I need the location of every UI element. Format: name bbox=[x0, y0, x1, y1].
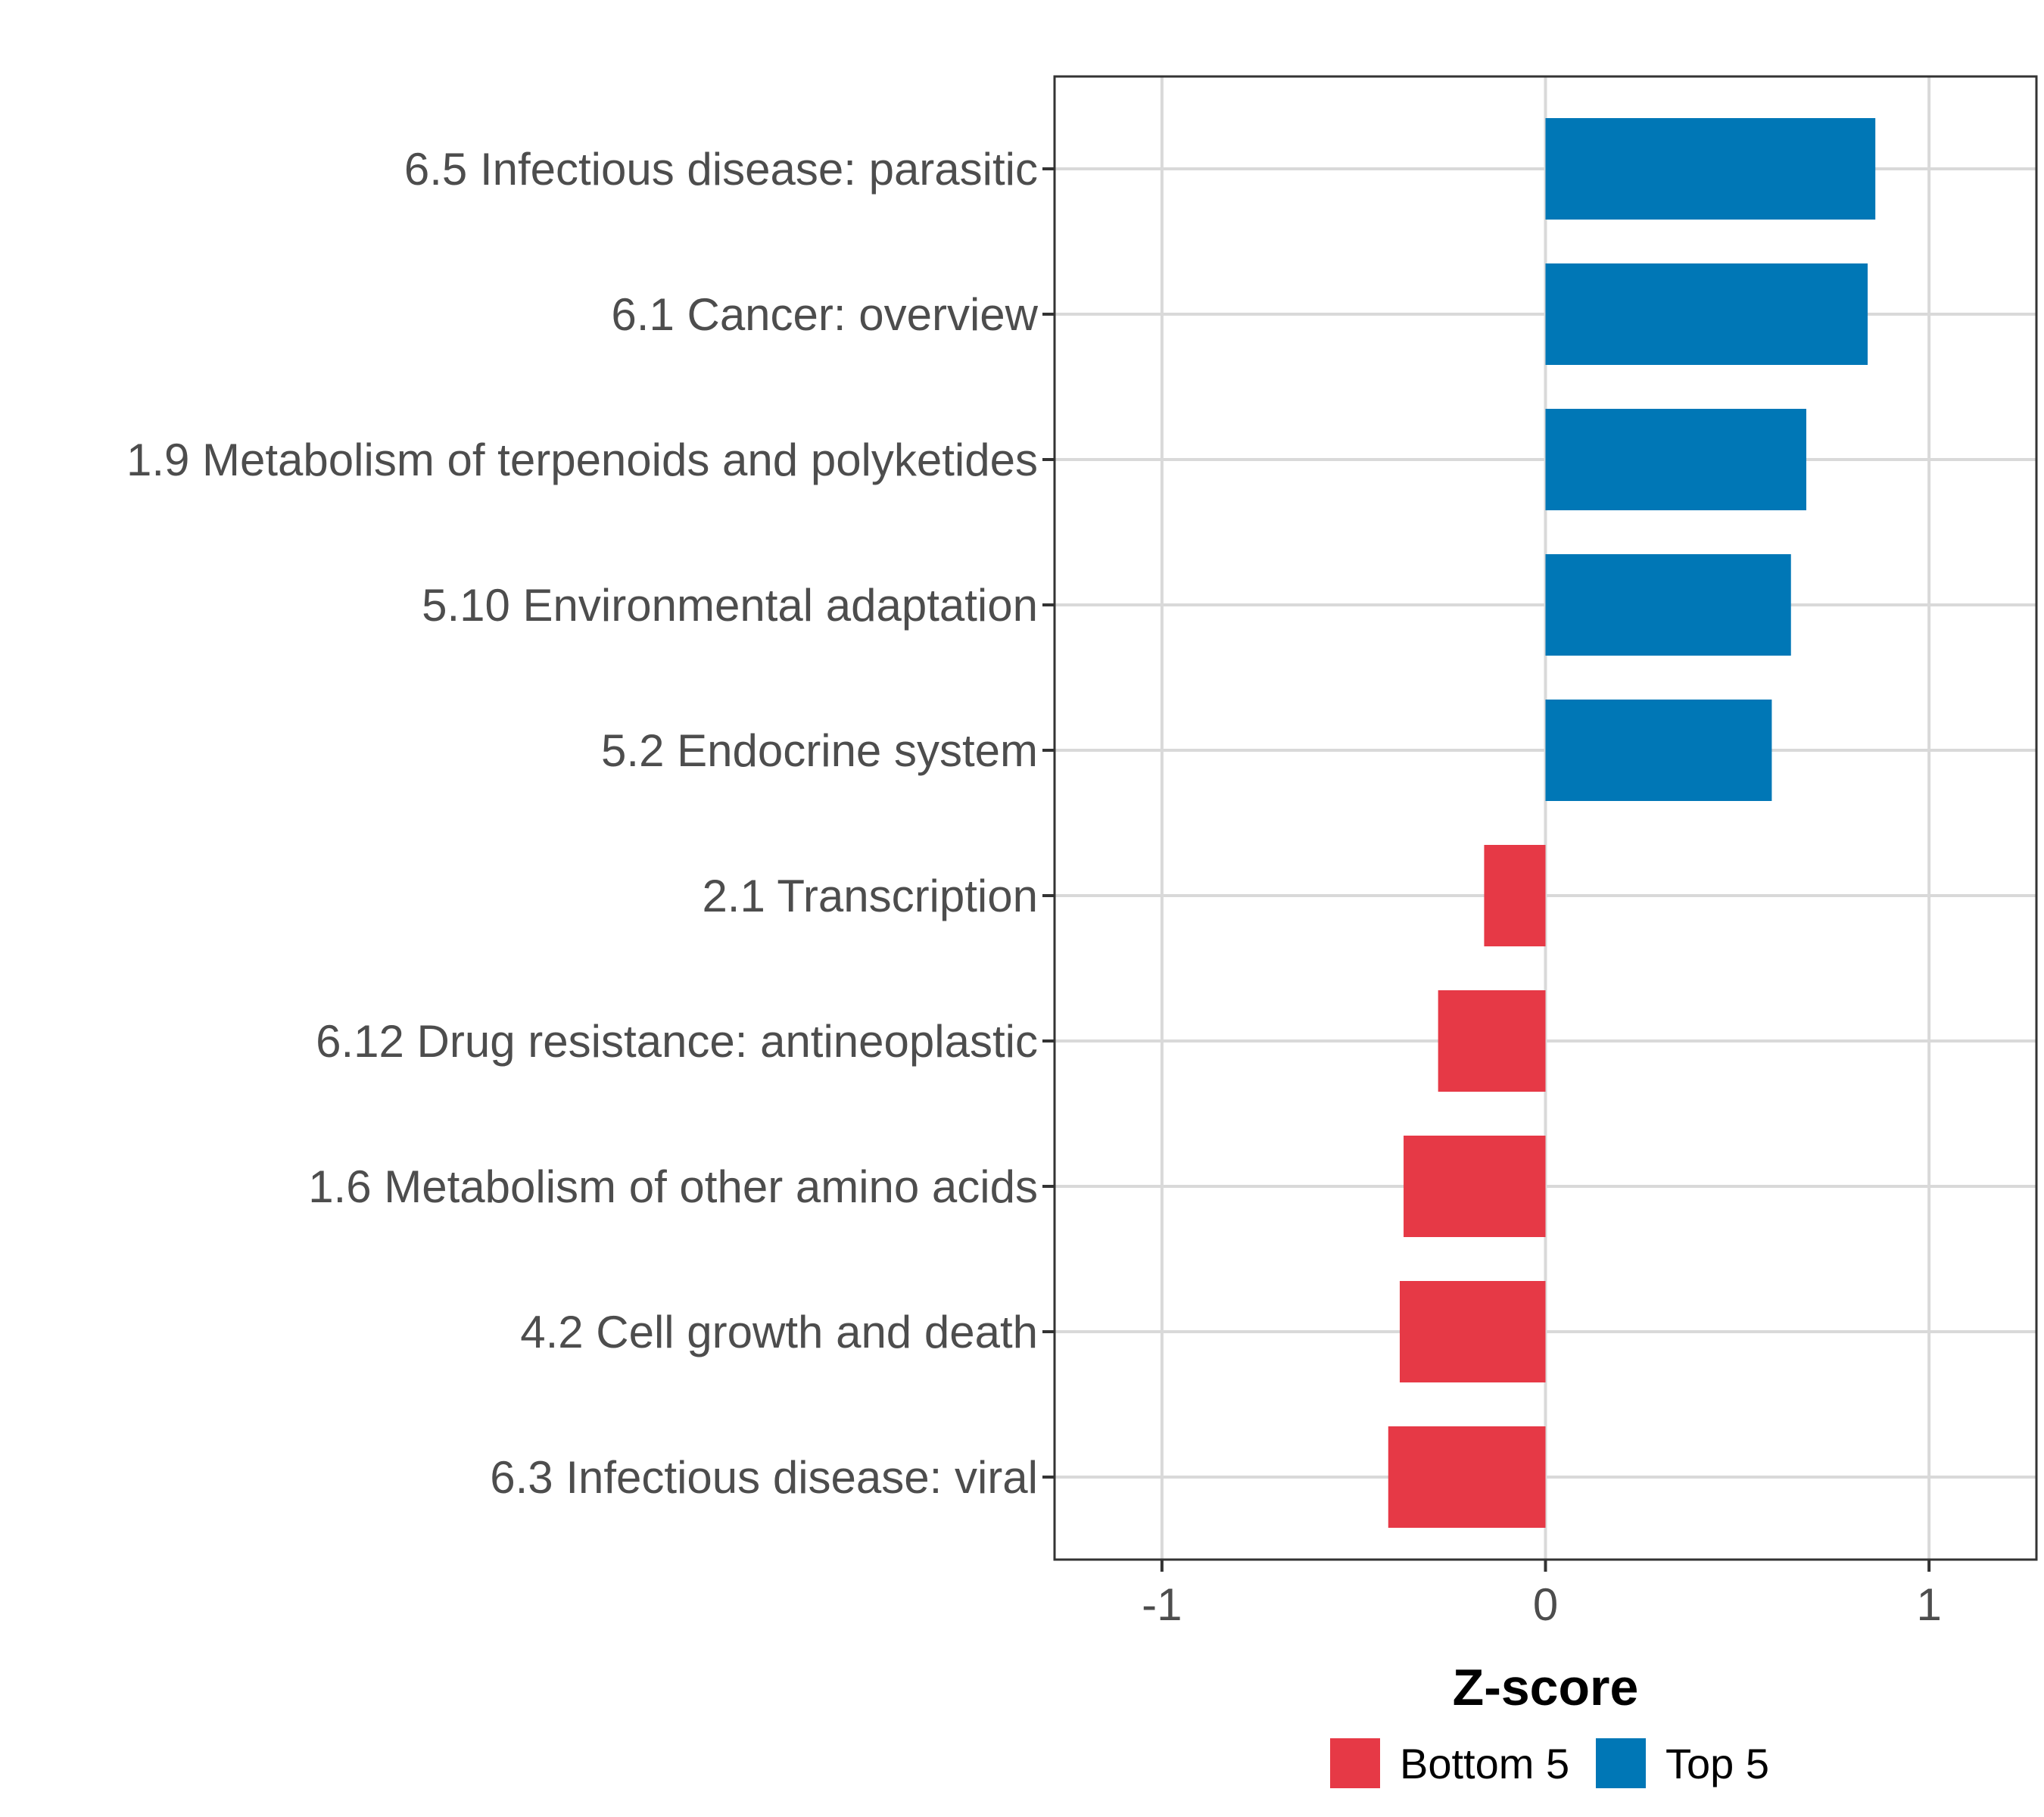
bar bbox=[1404, 1136, 1546, 1237]
bar bbox=[1545, 409, 1807, 510]
y-tick-label: 6.12 Drug resistance: antineoplastic bbox=[316, 1016, 1038, 1067]
x-tick-label: 1 bbox=[1916, 1579, 1941, 1630]
legend-key bbox=[1596, 1738, 1646, 1788]
y-tick-label: 1.9 Metabolism of terpenoids and polyket… bbox=[126, 435, 1038, 485]
x-axis-title: Z-score bbox=[1453, 1659, 1639, 1716]
bars bbox=[1388, 118, 1876, 1528]
bar bbox=[1388, 1426, 1546, 1528]
bar bbox=[1545, 118, 1876, 220]
bar bbox=[1545, 700, 1772, 801]
bar bbox=[1399, 1281, 1546, 1382]
x-axis: -1 0 1 bbox=[1142, 1560, 1942, 1630]
legend-key bbox=[1330, 1738, 1380, 1788]
bar bbox=[1438, 990, 1546, 1092]
bar bbox=[1545, 554, 1791, 656]
y-tick-label: 4.2 Cell growth and death bbox=[520, 1307, 1038, 1357]
legend-label: Bottom 5 bbox=[1400, 1740, 1569, 1787]
y-tick-label: 2.1 Transcription bbox=[702, 871, 1038, 921]
bar bbox=[1484, 845, 1546, 946]
y-axis: 6.5 Infectious disease: parasitic 6.1 Can… bbox=[126, 144, 1055, 1503]
legend: Bottom 5 Top 5 bbox=[1330, 1738, 1769, 1788]
bar bbox=[1545, 263, 1868, 365]
y-tick-label: 5.2 Endocrine system bbox=[601, 725, 1038, 776]
x-tick-label: -1 bbox=[1142, 1579, 1182, 1630]
y-tick-label: 1.6 Metabolism of other amino acids bbox=[308, 1161, 1038, 1212]
legend-label: Top 5 bbox=[1665, 1740, 1769, 1787]
y-tick-label: 5.10 Environmental adaptation bbox=[422, 580, 1038, 631]
y-tick-label: 6.1 Cancer: overview bbox=[611, 289, 1038, 340]
y-tick-label: 6.5 Infectious disease: parasitic bbox=[404, 144, 1038, 195]
x-tick-label: 0 bbox=[1533, 1579, 1558, 1630]
y-tick-label: 6.3 Infectious disease: viral bbox=[490, 1452, 1038, 1503]
